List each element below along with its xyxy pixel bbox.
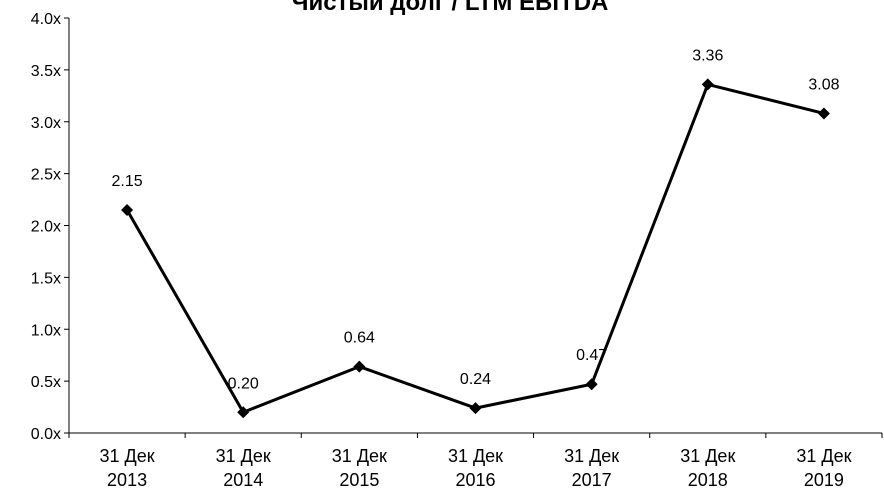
data-point-marker [585, 378, 598, 391]
data-labels: 2.15 0.20 0.64 0.24 0.47 3.36 3.08 [112, 47, 840, 392]
data-label: 0.20 [228, 375, 259, 392]
data-point-marker [121, 203, 134, 216]
data-point-marker [817, 107, 830, 120]
data-point-marker [353, 360, 366, 373]
x-tick-label: 31 Дек 2017 [564, 446, 619, 490]
x-axis-ticks: 31 Дек 2013 31 Дек 2014 31 Дек 2015 31 Дек 2016… [68, 433, 883, 490]
data-point-marker [469, 402, 482, 415]
data-point-marker [701, 78, 714, 91]
y-tick-label: 1.5x [31, 270, 61, 287]
y-tick-label: 3.0x [31, 115, 61, 132]
y-tick-label: 0.0x [31, 426, 61, 443]
y-tick-label: 3.5x [31, 63, 61, 80]
x-tick-label: 31 Дек 2016 [448, 446, 503, 490]
x-tick-label: 31 Дек 2015 [332, 446, 387, 490]
y-tick-label: 2.5x [31, 167, 61, 184]
x-tick-label: 31 Дек 2018 [680, 446, 735, 490]
data-label: 3.08 [808, 76, 839, 93]
data-label: 0.24 [460, 371, 491, 388]
x-tick-label: 31 Дек 2014 [216, 446, 271, 490]
y-tick-label: 2.0x [31, 219, 61, 236]
series-line [125, 82, 825, 414]
series-group [121, 78, 830, 419]
x-tick-label: 31 Дек 2019 [796, 446, 851, 490]
data-label: 0.47 [576, 347, 607, 364]
y-tick-label: 0.5x [31, 374, 61, 391]
x-tick-label: 31 Дек 2013 [100, 446, 155, 490]
data-point-marker [237, 406, 250, 419]
y-axis-ticks: 0.0x 0.5x 1.0x 1.5x 2.0x 2.5x 3.0x 3.5x 4.0x [31, 11, 69, 443]
data-label: 2.15 [112, 173, 143, 190]
data-label: 3.36 [692, 47, 723, 64]
y-tick-label: 4.0x [31, 11, 61, 28]
data-label: 0.64 [344, 330, 375, 347]
y-tick-label: 1.0x [31, 322, 61, 339]
chart-title: Чистый долг / LTM EBITDA [292, 0, 609, 16]
